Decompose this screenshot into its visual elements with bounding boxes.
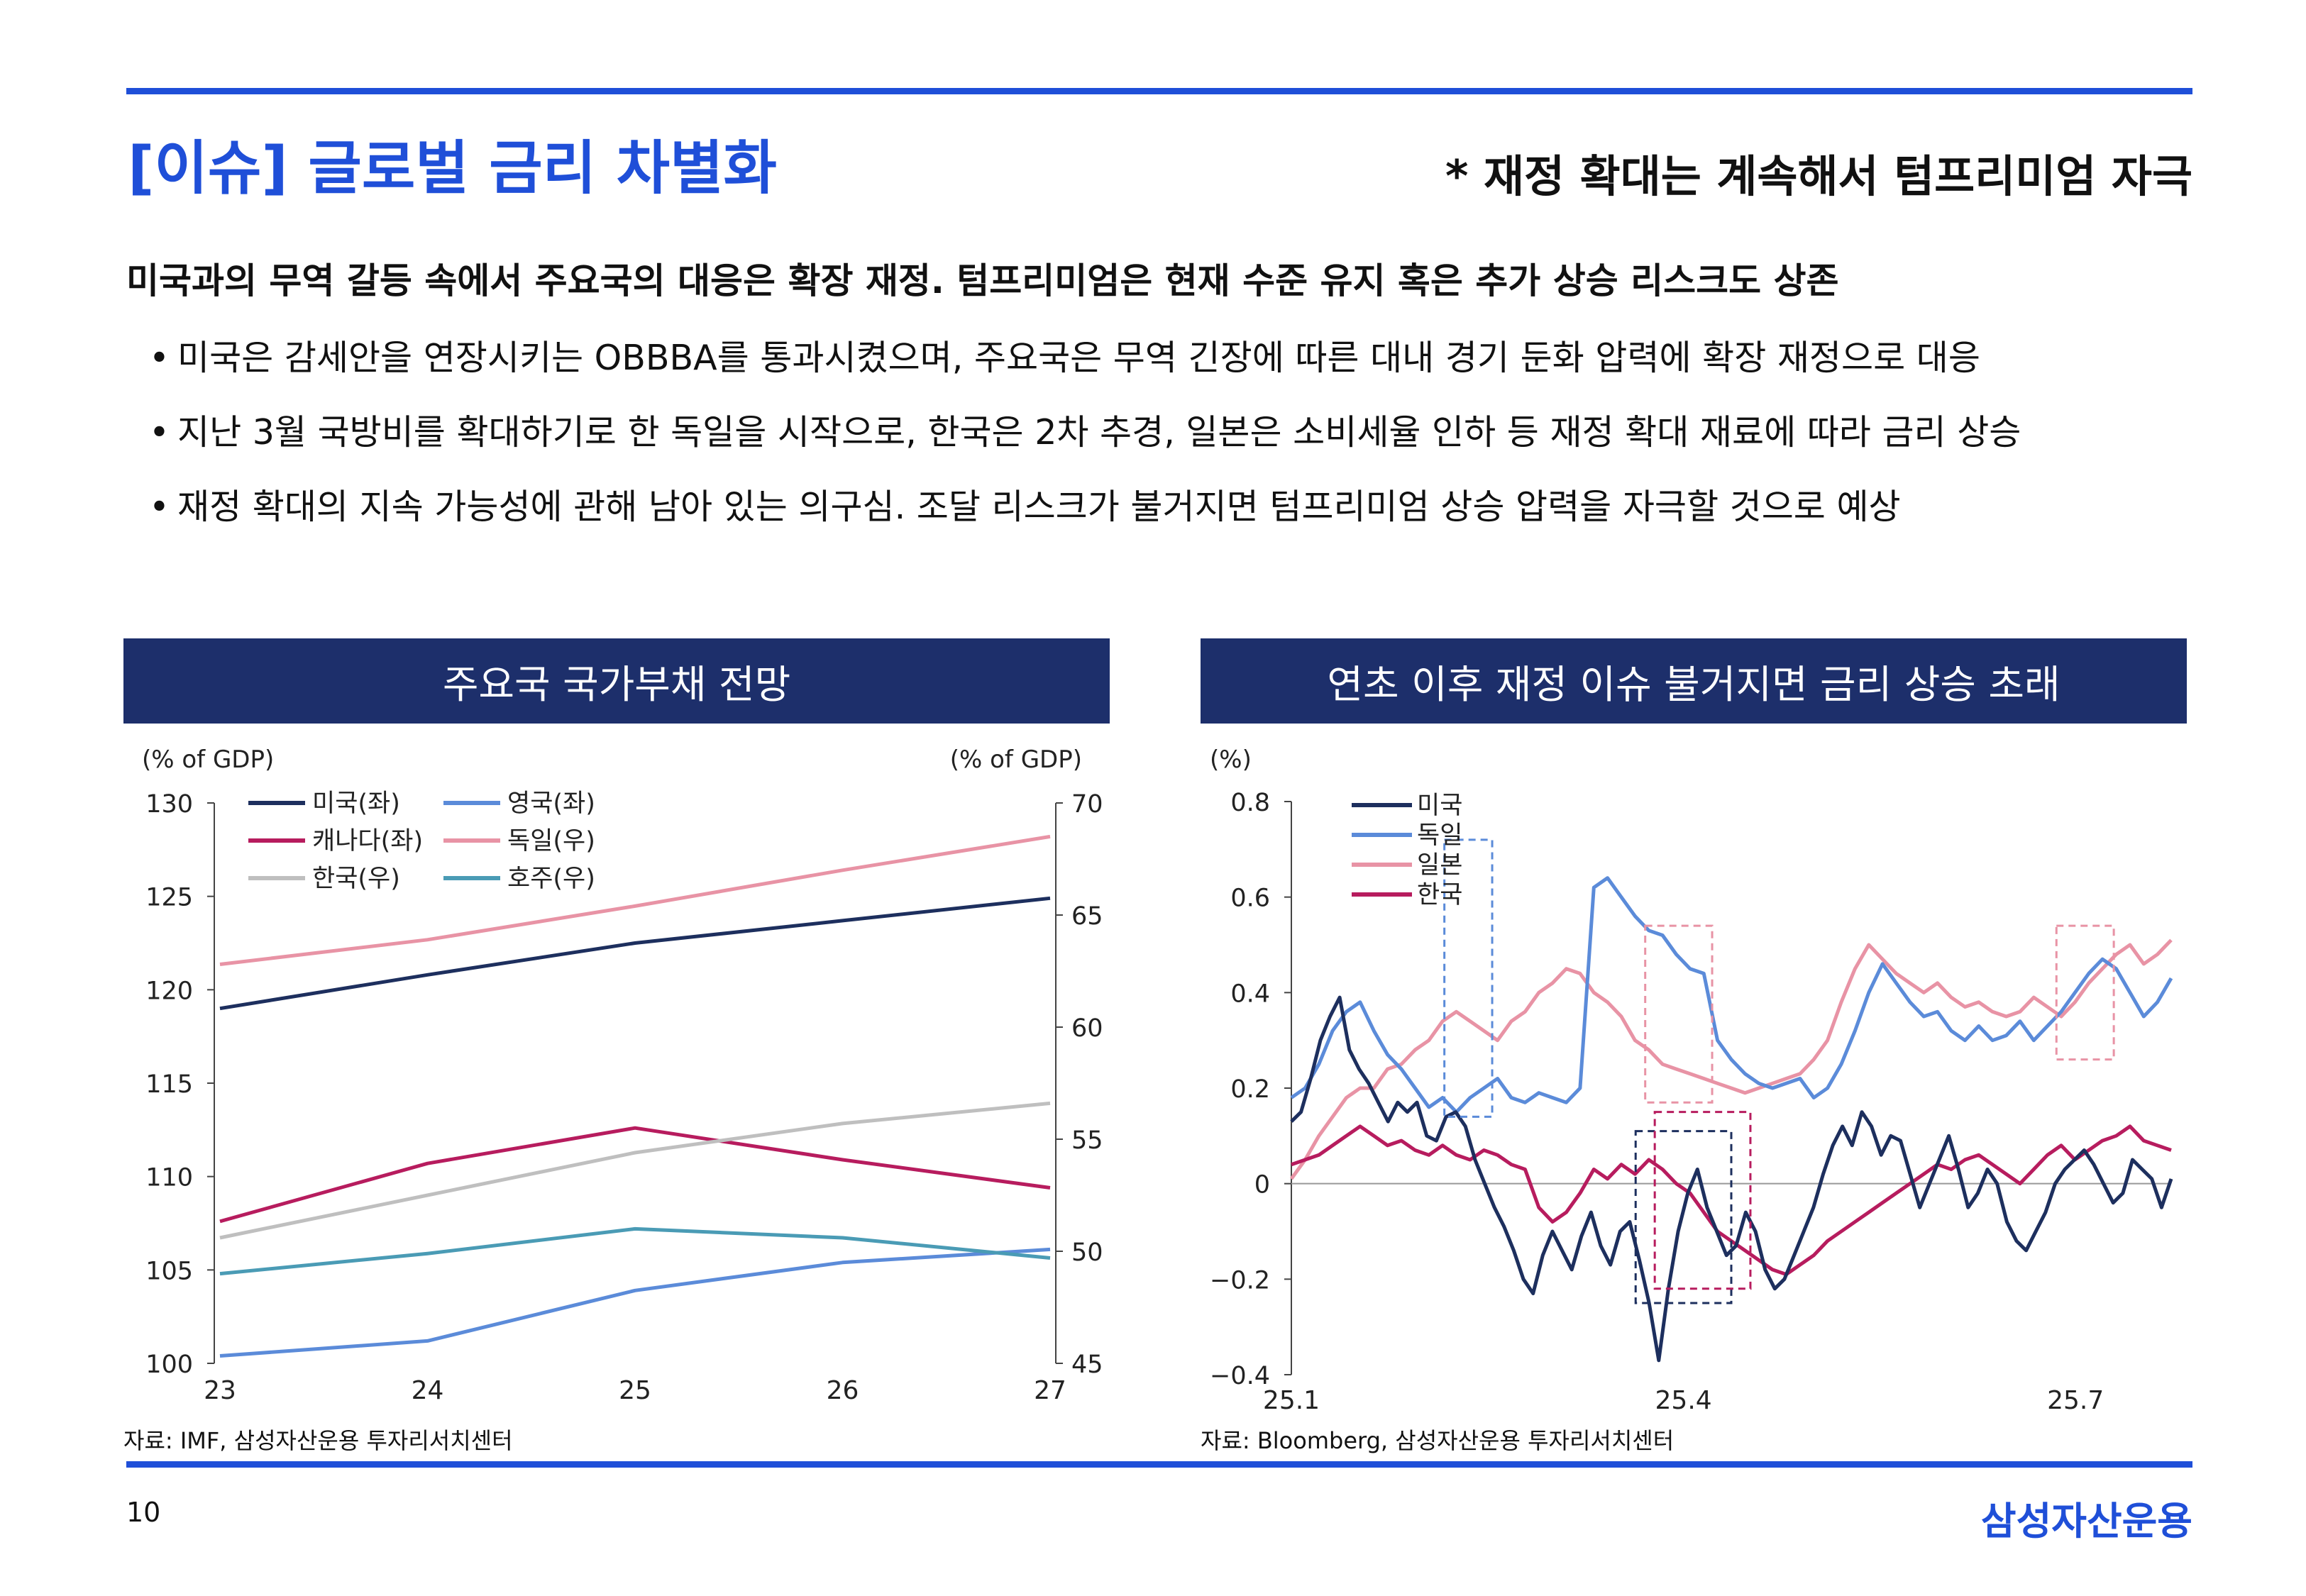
y-tick-label: −0.2 xyxy=(1210,1266,1270,1295)
x-tick-label: 25.4 xyxy=(1655,1386,1712,1415)
right-tick-label: 70 xyxy=(1071,790,1103,819)
series-line xyxy=(1290,995,2173,1363)
debt-outlook-chart: 100 105 110 115 120 125 130 45 50 55 60 65 70 23 24 25 2… xyxy=(142,746,1103,1405)
series-line xyxy=(219,1247,1051,1358)
top-rule xyxy=(126,88,2192,94)
bullet-text: 지난 3월 국방비를 확대하기로 한 독일을 시작으로, 한국은 2차 추경, … xyxy=(177,412,2021,453)
right-tick-label: 65 xyxy=(1071,902,1103,931)
left-chart-header: 주요국 국가부채 전망 xyxy=(123,638,1110,724)
right-chart-source: 자료: Bloomberg, 삼성자산운용 투자리서치센터 xyxy=(1201,1427,1675,1454)
left-chart-source: 자료: IMF, 삼성자산운용 투자리서치센터 xyxy=(123,1427,513,1454)
series-line xyxy=(219,834,1051,966)
legend-label: 한국 xyxy=(1417,881,1462,909)
legend-label: 한국(우) xyxy=(312,865,400,893)
bullet-item: • 재정 확대의 지속 가능성에 관해 남아 있는 의구심. 조달 리스크가 불거… xyxy=(149,470,2021,544)
bullet-text: 재정 확대의 지속 가능성에 관해 남아 있는 의구심. 조달 리스크가 불거지… xyxy=(177,487,1901,527)
x-tick-label: 26 xyxy=(827,1376,859,1405)
highlight-box xyxy=(1443,838,1494,1118)
y-tick-label: 0.6 xyxy=(1230,885,1270,913)
bullet-text: 미국은 감세안을 연장시키는 OBBBA를 통과시켰으며, 주요국은 무역 긴장… xyxy=(177,338,1980,378)
x-tick-label: 23 xyxy=(204,1376,236,1405)
y-tick-label: 0.2 xyxy=(1230,1075,1270,1104)
legend-label: 호주(우) xyxy=(507,865,595,893)
highlight-box xyxy=(1644,924,1714,1104)
legend-label: 독일 xyxy=(1417,821,1462,850)
right-chart-header: 연초 이후 재정 이슈 불거지면 금리 상승 초래 xyxy=(1201,638,2187,724)
x-tick-label: 24 xyxy=(412,1376,444,1405)
rate-move-chart: 0.8 0.6 0.4 0.2 0 −0.2 −0.4 (%) 25.1 25.4 25.7 미국독일… xyxy=(1210,746,2173,1415)
left-axis-unit: (% of GDP) xyxy=(142,746,274,774)
y-tick-label: 0.8 xyxy=(1230,789,1270,817)
series-line xyxy=(219,896,1051,1011)
left-tick-label: 100 xyxy=(145,1351,193,1379)
page-number: 10 xyxy=(126,1497,161,1528)
series-line xyxy=(219,1126,1051,1224)
y-tick-label: 0 xyxy=(1254,1171,1270,1199)
bullet-marker: • xyxy=(149,412,170,453)
page-subtitle: * 재정 확대는 계속해서 텀프리미엄 자극 xyxy=(1445,150,2192,202)
bullet-item: • 미국은 감세안을 연장시키는 OBBBA를 통과시켰으며, 주요국은 무역 긴… xyxy=(149,321,2021,395)
legend-label: 미국 xyxy=(1417,792,1462,820)
left-tick-label: 115 xyxy=(145,1070,193,1099)
highlight-box xyxy=(2055,924,2115,1061)
legend-label: 일본 xyxy=(1417,851,1462,880)
series-line xyxy=(219,1101,1051,1240)
x-tick-label: 25.1 xyxy=(1263,1386,1320,1415)
y-tick-label: 0.4 xyxy=(1230,980,1270,1008)
legend-label: 미국(좌) xyxy=(312,789,400,818)
right-axis-unit: (% of GDP) xyxy=(950,746,1082,774)
left-tick-label: 125 xyxy=(145,884,193,912)
series-line xyxy=(1290,876,2173,1114)
page-title: [이슈] 글로벌 금리 차별화 xyxy=(128,135,777,202)
right-tick-label: 50 xyxy=(1071,1238,1103,1267)
legend-label: 독일(우) xyxy=(507,827,595,855)
x-tick-label: 25 xyxy=(619,1376,651,1405)
highlight-box xyxy=(1653,1111,1752,1290)
bullet-list: • 미국은 감세안을 연장시키는 OBBBA를 통과시켰으며, 주요국은 무역 긴… xyxy=(149,321,2021,544)
series-line xyxy=(219,1226,1051,1276)
left-tick-label: 110 xyxy=(145,1164,193,1192)
y-axis-unit: (%) xyxy=(1210,746,1252,774)
legend-label: 영국(좌) xyxy=(507,789,595,818)
left-tick-label: 130 xyxy=(145,790,193,819)
x-tick-label: 27 xyxy=(1034,1376,1066,1405)
left-tick-label: 105 xyxy=(145,1257,193,1285)
right-tick-label: 45 xyxy=(1071,1351,1103,1379)
legend-label: 캐나다(좌) xyxy=(312,827,423,855)
bullet-marker: • xyxy=(149,338,170,378)
right-tick-label: 60 xyxy=(1071,1014,1103,1043)
bullet-item: • 지난 3월 국방비를 확대하기로 한 독일을 시작으로, 한국은 2차 추경,… xyxy=(149,395,2021,470)
y-tick-label: −0.4 xyxy=(1210,1362,1270,1390)
left-tick-label: 120 xyxy=(145,977,193,1005)
right-tick-label: 55 xyxy=(1071,1126,1103,1155)
brand-logo: 삼성자산운용 xyxy=(1980,1499,2192,1544)
highlight-box xyxy=(1634,1130,1733,1304)
x-tick-label: 25.7 xyxy=(2047,1386,2104,1415)
headline: 미국과의 무역 갈등 속에서 주요국의 대응은 확장 재정. 텀프리미엄은 현재… xyxy=(126,260,1839,301)
bullet-marker: • xyxy=(149,487,170,527)
bottom-rule xyxy=(126,1461,2192,1468)
series-line xyxy=(1289,938,2173,1180)
